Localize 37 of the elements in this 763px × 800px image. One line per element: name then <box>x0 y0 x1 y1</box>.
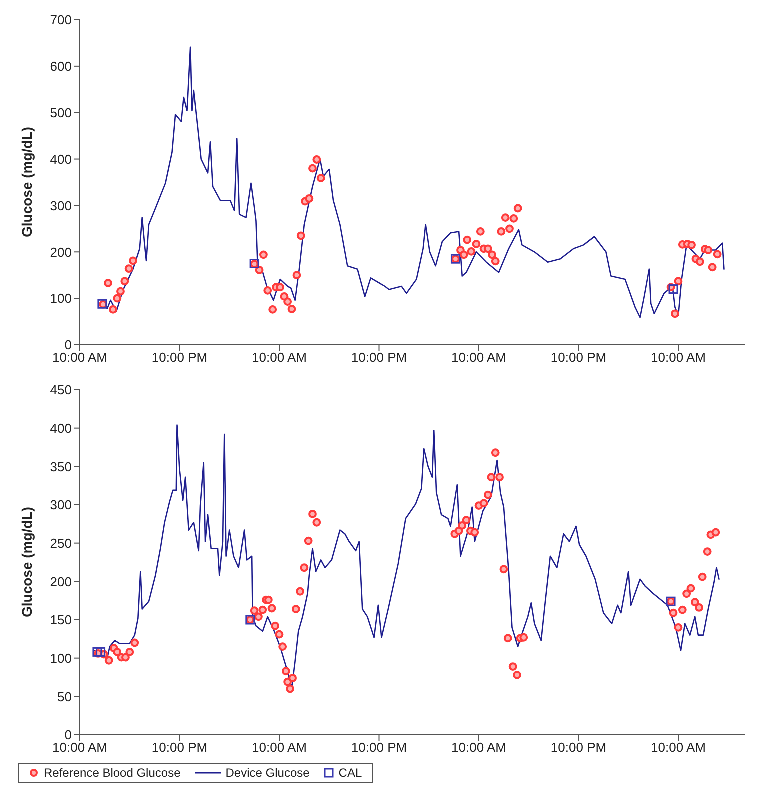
legend-label: Device Glucose <box>226 766 310 780</box>
x-tick-label: 10:00 AM <box>252 350 307 366</box>
y-tick-label: 500 <box>50 105 72 120</box>
x-tick-label: 10:00 PM <box>550 350 607 366</box>
y-tick-label: 300 <box>50 198 72 214</box>
x-tick-label: 10:00 PM <box>152 740 208 756</box>
y-tick-label: 0 <box>64 338 72 353</box>
y-tick-label: 400 <box>50 420 72 436</box>
y-tick-label: 300 <box>50 498 72 513</box>
x-tick-label: 10:00 PM <box>351 350 408 366</box>
y-tick-label: 0 <box>64 728 72 743</box>
x-tick-label: 10:00 AM <box>651 740 706 756</box>
legend-label: Reference Blood Glucose <box>44 766 181 780</box>
y-tick-label: 350 <box>50 459 72 474</box>
x-tick-label: 10:00 PM <box>550 740 607 756</box>
y-tick-label: 200 <box>50 574 72 590</box>
y-tick-label: 150 <box>50 612 72 628</box>
x-tick-label: 10:00 AM <box>252 740 307 756</box>
y-tick-label: 250 <box>50 536 72 551</box>
x-tick-label: 10:00 AM <box>52 740 108 756</box>
y-tick-label: 50 <box>58 689 72 704</box>
x-tick-label: 10:00 PM <box>351 740 408 756</box>
y-tick-label: 100 <box>50 291 72 306</box>
x-tick-label: 10:00 AM <box>452 350 506 366</box>
x-tick-label: 10:00 AM <box>452 740 506 756</box>
y-tick-label: 450 <box>50 382 72 398</box>
y-tick-label: 700 <box>50 12 72 28</box>
y-tick-label: 600 <box>50 59 72 74</box>
x-tick-label: 10:00 PM <box>152 350 208 366</box>
y-axis-title: Glucose (mg/dL) <box>18 507 35 618</box>
x-tick-label: 10:00 AM <box>651 350 706 366</box>
y-tick-label: 400 <box>50 152 72 167</box>
x-tick-label: 10:00 AM <box>52 350 108 366</box>
y-axis-title: Glucose (mg/dL) <box>18 127 35 238</box>
y-tick-label: 100 <box>50 650 72 666</box>
legend-label: CAL <box>338 766 362 780</box>
y-tick-label: 200 <box>50 244 72 260</box>
